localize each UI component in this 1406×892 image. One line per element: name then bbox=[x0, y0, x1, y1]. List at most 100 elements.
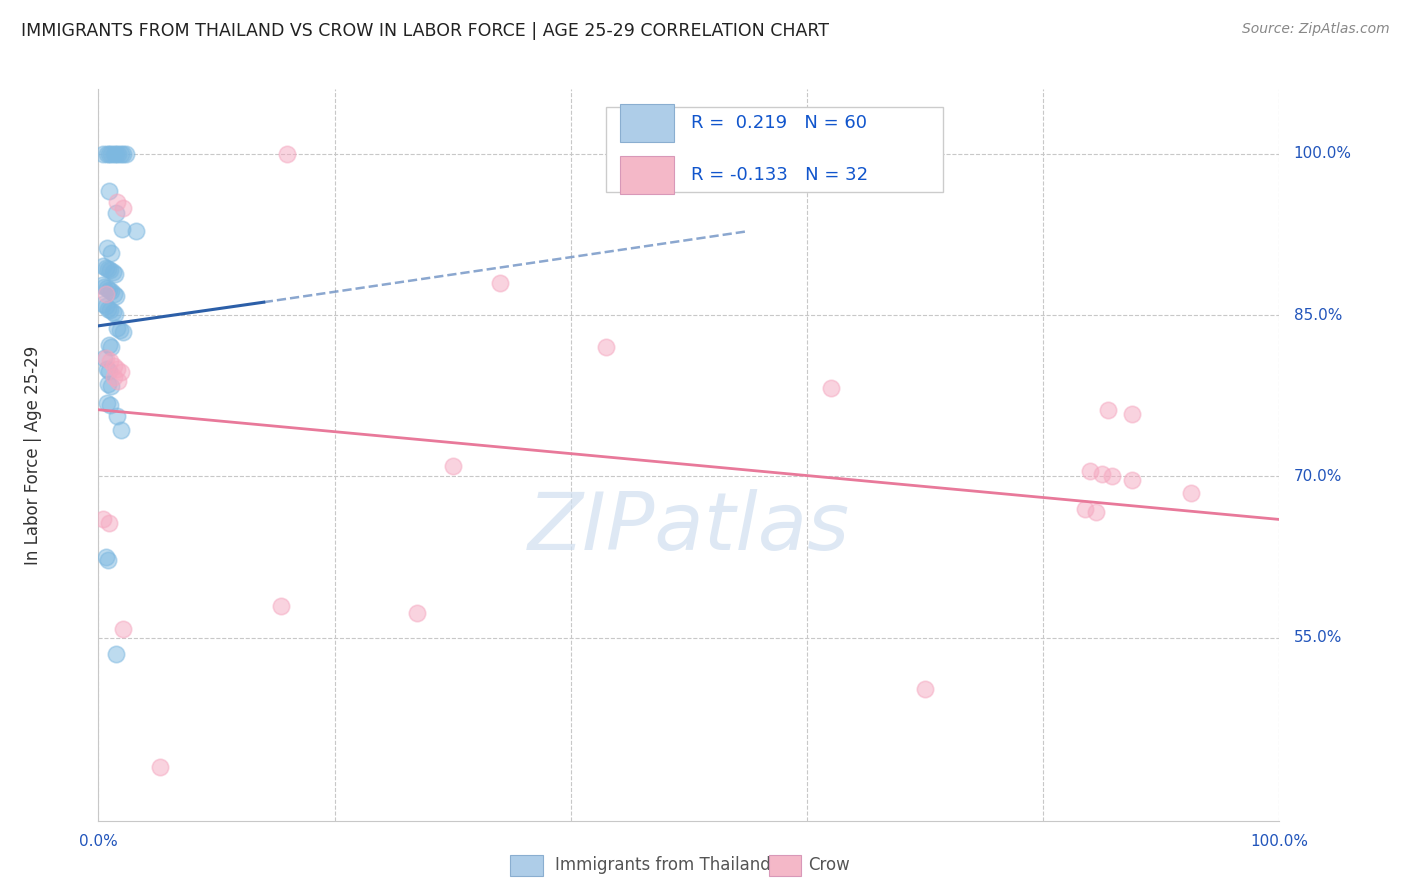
Point bbox=[110, 146, 132, 161]
FancyBboxPatch shape bbox=[620, 156, 673, 194]
Point bbox=[100, 245, 122, 260]
Point bbox=[100, 146, 122, 161]
Point bbox=[489, 276, 512, 290]
Point bbox=[98, 185, 121, 199]
Point bbox=[276, 146, 298, 161]
Point bbox=[112, 146, 135, 161]
Point bbox=[96, 396, 118, 410]
Point bbox=[1085, 505, 1108, 519]
Point bbox=[100, 340, 122, 354]
Text: 55.0%: 55.0% bbox=[1294, 631, 1341, 645]
Point bbox=[96, 362, 118, 376]
Text: Source: ZipAtlas.com: Source: ZipAtlas.com bbox=[1241, 22, 1389, 37]
Point bbox=[96, 146, 118, 161]
Point bbox=[110, 365, 132, 379]
Point bbox=[406, 606, 429, 620]
Point bbox=[105, 409, 128, 424]
Point bbox=[1121, 473, 1143, 487]
Point bbox=[98, 364, 121, 378]
Point bbox=[96, 241, 118, 255]
Text: 0.0%: 0.0% bbox=[79, 833, 118, 848]
Point bbox=[105, 195, 128, 210]
Point bbox=[101, 265, 124, 279]
Point bbox=[98, 302, 121, 317]
Point bbox=[94, 286, 117, 301]
Point bbox=[93, 280, 115, 294]
Point bbox=[105, 321, 128, 335]
Point bbox=[1097, 402, 1119, 417]
Point bbox=[595, 340, 617, 354]
Point bbox=[110, 423, 132, 437]
Point bbox=[111, 222, 134, 236]
Point bbox=[105, 289, 128, 303]
Text: 100.0%: 100.0% bbox=[1294, 146, 1351, 161]
Point bbox=[101, 305, 124, 319]
Point bbox=[98, 263, 121, 277]
Text: 85.0%: 85.0% bbox=[1294, 308, 1341, 323]
Point bbox=[112, 201, 135, 215]
Point bbox=[914, 682, 936, 697]
Point bbox=[108, 323, 131, 337]
Point bbox=[98, 284, 121, 298]
Point bbox=[98, 338, 121, 352]
Point bbox=[93, 351, 115, 365]
Point bbox=[100, 285, 122, 299]
Point bbox=[98, 354, 121, 368]
Point bbox=[125, 224, 148, 238]
Point bbox=[103, 146, 125, 161]
Point bbox=[441, 458, 464, 473]
Point bbox=[270, 599, 292, 613]
Point bbox=[94, 550, 117, 565]
Point bbox=[112, 326, 135, 340]
Point bbox=[98, 146, 121, 161]
Point bbox=[820, 381, 842, 395]
Point bbox=[149, 760, 172, 774]
Point bbox=[1101, 469, 1123, 483]
Point bbox=[96, 281, 118, 295]
Point bbox=[1091, 467, 1114, 482]
Text: In Labor Force | Age 25-29: In Labor Force | Age 25-29 bbox=[24, 345, 42, 565]
FancyBboxPatch shape bbox=[620, 104, 673, 143]
Point bbox=[103, 370, 125, 384]
Point bbox=[97, 376, 120, 391]
Point bbox=[91, 297, 114, 311]
Point bbox=[97, 261, 120, 276]
Point bbox=[100, 379, 122, 393]
Text: R = -0.133   N = 32: R = -0.133 N = 32 bbox=[692, 166, 869, 184]
Point bbox=[105, 647, 128, 661]
Text: Immigrants from Thailand: Immigrants from Thailand bbox=[555, 856, 770, 874]
Point bbox=[105, 146, 128, 161]
Point bbox=[103, 359, 125, 373]
Point bbox=[1080, 464, 1102, 478]
Point bbox=[98, 516, 121, 530]
Point bbox=[97, 301, 120, 316]
Point bbox=[91, 512, 114, 526]
Point bbox=[104, 307, 127, 321]
Point bbox=[105, 206, 128, 220]
Point bbox=[1180, 485, 1202, 500]
Point bbox=[97, 553, 120, 567]
Text: ZIPatlas: ZIPatlas bbox=[527, 489, 851, 567]
Point bbox=[1073, 501, 1095, 516]
Text: IMMIGRANTS FROM THAILAND VS CROW IN LABOR FORCE | AGE 25-29 CORRELATION CHART: IMMIGRANTS FROM THAILAND VS CROW IN LABO… bbox=[21, 22, 830, 40]
Point bbox=[1121, 407, 1143, 421]
Text: 70.0%: 70.0% bbox=[1294, 469, 1341, 484]
Point bbox=[94, 260, 117, 275]
Text: R =  0.219   N = 60: R = 0.219 N = 60 bbox=[692, 114, 868, 133]
Point bbox=[91, 259, 114, 273]
Point bbox=[94, 300, 117, 314]
Point bbox=[107, 374, 129, 388]
Point bbox=[107, 146, 129, 161]
Text: Crow: Crow bbox=[808, 856, 851, 874]
Point bbox=[94, 351, 117, 365]
Point bbox=[114, 146, 136, 161]
Point bbox=[112, 622, 135, 636]
Point bbox=[91, 277, 114, 292]
Point bbox=[103, 286, 125, 301]
Point bbox=[104, 267, 127, 281]
Point bbox=[91, 146, 114, 161]
Point bbox=[98, 399, 121, 413]
Point bbox=[105, 362, 128, 376]
FancyBboxPatch shape bbox=[606, 108, 943, 192]
Text: 100.0%: 100.0% bbox=[1250, 833, 1309, 848]
